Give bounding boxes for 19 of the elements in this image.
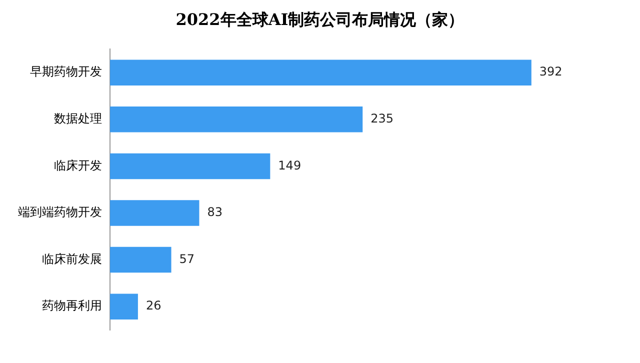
y-tick-label: 早期药物开发: [30, 64, 102, 79]
y-tick-label: 端到端药物开发: [18, 205, 102, 220]
data-label: 392: [539, 64, 562, 79]
data-label: 235: [370, 112, 394, 126]
bar: [110, 153, 270, 180]
chart-title: 2022年全球AI制药公司布局情况（家）: [174, 10, 466, 31]
bar: [110, 60, 532, 86]
bar: [110, 200, 200, 226]
data-label: 57: [179, 252, 195, 266]
bar: [110, 106, 363, 132]
data-label: 26: [146, 298, 162, 313]
y-tick-label: 药物再利用: [42, 298, 102, 313]
y-tick-label: 数据处理: [54, 112, 102, 126]
y-tick-label: 临床开发: [54, 158, 102, 172]
bar: [110, 246, 172, 273]
data-label: 83: [207, 205, 223, 220]
data-label: 149: [278, 158, 302, 172]
y-tick-label: 临床前发展: [42, 252, 102, 266]
bar: [110, 294, 138, 320]
